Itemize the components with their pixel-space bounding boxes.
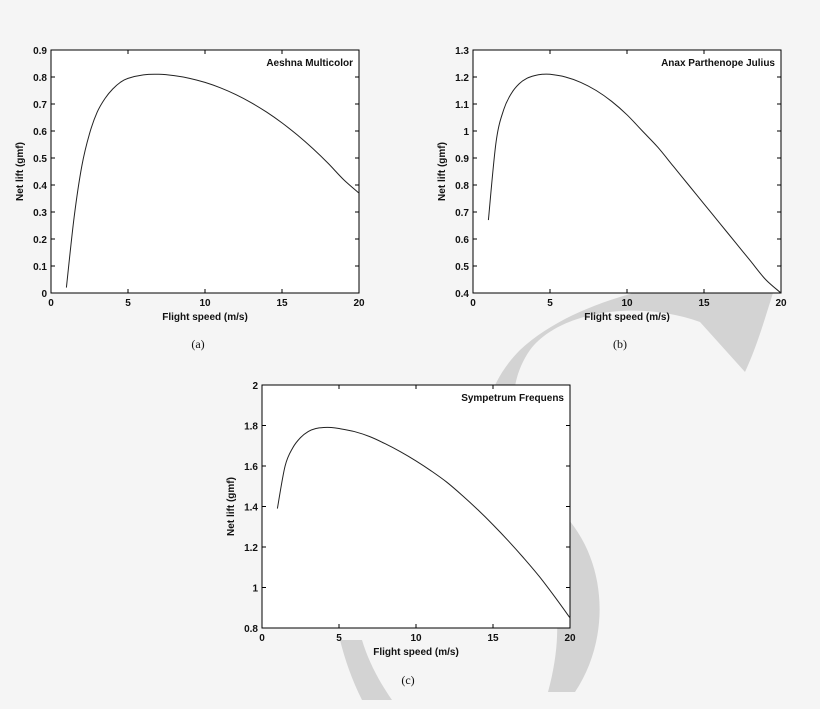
- plot-area: [472, 49, 782, 294]
- watermark-tail: [340, 640, 392, 700]
- chart-panel-a: 0 5 10 15 20 0 0.1 0.2 0.3 0.4 0.5 0.6 0.7 0.8 0.9 Flig…: [15, 46, 365, 351]
- x-tick-label: 0: [470, 298, 476, 309]
- y-tick-label: 0.3: [33, 208, 47, 219]
- y-tick-label: 0.6: [33, 127, 47, 138]
- y-tick-label: 0.7: [455, 208, 469, 219]
- x-tick-label: 10: [199, 298, 211, 309]
- y-tick-label: 0.2: [33, 235, 47, 246]
- panel-caption: (b): [613, 337, 627, 351]
- y-axis-label: Net lift (gmf): [437, 142, 448, 201]
- y-tick-label: 0.4: [33, 181, 47, 192]
- y-tick-label: 0.5: [33, 154, 47, 165]
- y-axis-label: Net lift (gmf): [226, 477, 237, 536]
- panel-caption: (c): [401, 673, 414, 687]
- chart-panel-c: 0 5 10 15 20 0.8 1 1.2 1.4 1.6 1.8 2 Flight speed (m…: [226, 381, 576, 687]
- x-tick-label: 0: [259, 633, 265, 644]
- y-tick-label: 1.2: [455, 73, 469, 84]
- x-axis-label: Flight speed (m/s): [373, 647, 459, 658]
- x-tick-label: 0: [48, 298, 54, 309]
- y-tick-label: 0.4: [455, 289, 469, 300]
- y-tick-label: 1.2: [244, 543, 258, 554]
- x-tick-label: 20: [353, 298, 365, 309]
- y-tick-label: 0.9: [455, 154, 469, 165]
- y-tick-label: 0.7: [33, 100, 47, 111]
- y-tick-label: 1.4: [244, 503, 258, 514]
- x-tick-label: 20: [775, 298, 787, 309]
- plot-area: [50, 49, 360, 294]
- y-tick-label: 1.8: [244, 422, 258, 433]
- x-tick-label: 20: [564, 633, 576, 644]
- y-tick-label: 1: [463, 127, 469, 138]
- series-line: [276, 426, 571, 619]
- y-axis-label: Net lift (gmf): [15, 142, 26, 201]
- y-tick-label: 1: [252, 584, 258, 595]
- panels-group: 0 5 10 15 2000.10.20.30.40.50.60.70.80.9Flig…: [15, 46, 787, 700]
- x-axis-label: Flight speed (m/s): [584, 312, 670, 323]
- panel-title: Sympetrum Frequens: [461, 393, 564, 404]
- plot-area: [261, 384, 571, 629]
- x-tick-label: 5: [547, 298, 553, 309]
- y-tick-label: 0.1: [33, 262, 47, 273]
- y-tick-label: 0.8: [33, 73, 47, 84]
- y-tick-label: 1.3: [455, 46, 469, 57]
- x-tick-label: 10: [410, 633, 422, 644]
- panel-title: Aeshna Multicolor: [266, 58, 353, 69]
- y-tick-label: 2: [252, 381, 258, 392]
- y-tick-label: 0.8: [455, 181, 469, 192]
- panel-caption: (a): [191, 337, 204, 351]
- series-line: [65, 73, 360, 288]
- y-tick-label: 0.9: [33, 46, 47, 57]
- y-tick-label: 0.5: [455, 262, 469, 273]
- x-tick-label: 5: [336, 633, 342, 644]
- series-line: [487, 73, 782, 294]
- chart-panel-b: 0 5 10 15 20 0.4 0.5 0.6 0.7 0.8 0.9 1 1.1 1.2 1.3 Flig…: [437, 46, 787, 351]
- y-tick-label: 0.8: [244, 624, 258, 635]
- x-tick-label: 15: [698, 298, 710, 309]
- x-tick-label: 5: [125, 298, 131, 309]
- y-tick-label: 0.6: [455, 235, 469, 246]
- y-tick-label: 1.6: [244, 462, 258, 473]
- panel-title: Anax Parthenope Julius: [661, 58, 775, 69]
- y-tick-label: 1.1: [455, 100, 469, 111]
- x-tick-label: 15: [276, 298, 288, 309]
- x-tick-label: 10: [621, 298, 633, 309]
- x-axis-label: Flight speed (m/s): [162, 312, 248, 323]
- x-tick-label: 15: [487, 633, 499, 644]
- y-tick-label: 0: [41, 289, 47, 300]
